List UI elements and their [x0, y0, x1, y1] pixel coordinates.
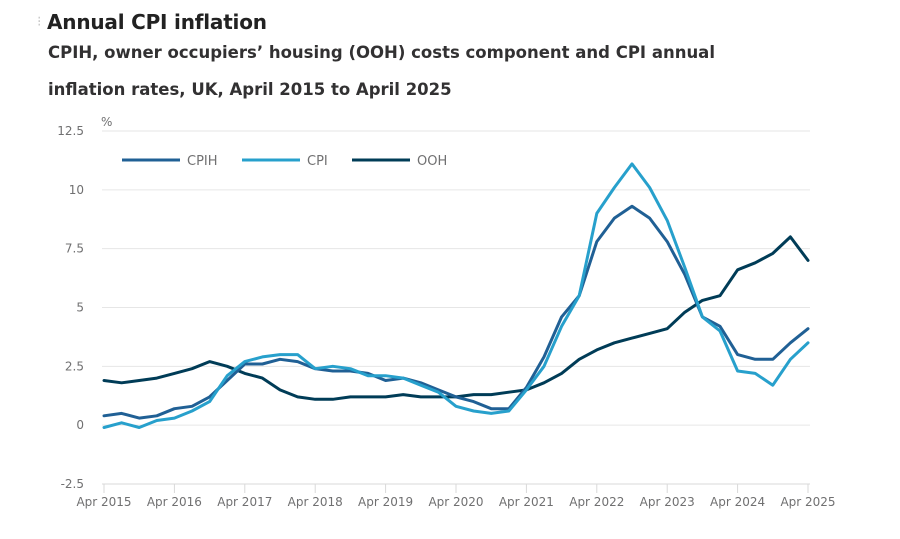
x-tick-label: Apr 2021	[499, 495, 554, 509]
y-tick-label: 2.5	[65, 359, 84, 373]
legend-label-cpi: CPI	[307, 154, 328, 169]
y-tick-label: -2.5	[61, 477, 84, 491]
y-tick-label: 12.5	[57, 124, 84, 138]
series-line-cpih	[102, 204, 810, 420]
y-tick-label: 5	[76, 301, 84, 315]
x-tick-label: Apr 2019	[358, 495, 413, 509]
x-tick-label: Apr 2015	[76, 495, 131, 509]
chart-title: Annual CPI inflation	[47, 10, 267, 34]
y-axis-unit-label: %	[101, 115, 112, 129]
y-tick-label: 0	[76, 418, 84, 432]
x-tick-label: Apr 2017	[217, 495, 272, 509]
series-line-cpi	[102, 162, 810, 429]
legend-label-cpih: CPIH	[187, 154, 218, 169]
x-axis: Apr 2015 Apr 2016 Apr 2017 Apr 2018 Apr 2019…	[76, 483, 836, 509]
chart-subtitle-line-1: CPIH, owner occupiers’ housing (OOH) cos…	[48, 43, 715, 62]
grid-lines	[102, 130, 810, 426]
x-tick-label: Apr 2025	[780, 495, 835, 509]
x-tick-label: Apr 2024	[710, 495, 765, 509]
legend-label-ooh: OOH	[417, 154, 447, 169]
y-tick-label: 7.5	[65, 242, 84, 256]
x-tick-label: Apr 2018	[288, 495, 343, 509]
drag-handle-icon: ⁝	[37, 14, 42, 30]
x-tick-label: Apr 2022	[569, 495, 624, 509]
x-tick-label: Apr 2016	[147, 495, 202, 509]
chart-subtitle-line-2: inflation rates, UK, April 2015 to April…	[48, 80, 452, 99]
y-tick-label: 10	[69, 183, 84, 197]
x-tick-label: Apr 2020	[428, 495, 483, 509]
y-axis-labels: -2.5 0 2.5 5 7.5 10 12.5	[57, 124, 84, 491]
legend: CPIH CPI OOH	[122, 154, 447, 169]
x-tick-label: Apr 2023	[640, 495, 695, 509]
series-lines	[102, 162, 810, 429]
